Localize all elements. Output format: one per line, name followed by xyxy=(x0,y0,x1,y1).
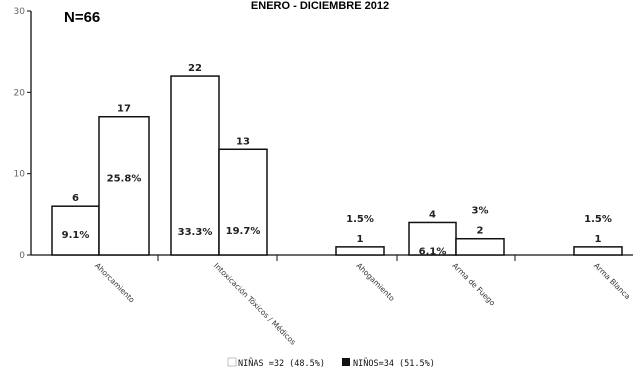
legend-swatch-ninos xyxy=(342,358,350,366)
legend-label-ninas: NIÑAS =32 (48.5%) xyxy=(238,358,325,369)
category-label: Arma de Fuego xyxy=(451,261,498,308)
category-label: Intoxicación Tóxicos / Médicos xyxy=(212,261,298,347)
value-label-ninos: 1 xyxy=(595,234,602,245)
bar-ninos xyxy=(98,115,150,256)
sample-size-label: N=66 xyxy=(64,9,100,26)
value-label-ninos: 2 xyxy=(477,226,484,237)
legend-swatch-ninas xyxy=(227,357,237,367)
bar-ninas xyxy=(51,205,100,256)
bar-ninos xyxy=(218,148,268,256)
bar-ninas xyxy=(170,75,220,256)
value-label-ninas: 22 xyxy=(188,63,202,74)
value-label-ninos: 13 xyxy=(236,136,250,147)
chart-title: ENERO - DICIEMBRE 2012 xyxy=(251,0,389,12)
value-label-ninos: 17 xyxy=(117,104,131,115)
percent-label-ninos: 1.5% xyxy=(584,214,612,225)
category-labels: Ahorcamiento Intoxicación Tóxicos / Médic… xyxy=(93,261,632,347)
y-tick-label: 30 xyxy=(14,7,26,17)
category-label: Arma Blanca xyxy=(592,261,632,301)
category-label: Ahorcamiento xyxy=(93,261,137,305)
value-label-ninas: 4 xyxy=(429,209,436,220)
value-label-ninos: 1 xyxy=(357,234,364,245)
bar-ninos xyxy=(455,237,505,256)
y-tick-label: 20 xyxy=(14,88,26,98)
percent-label-ninos: 25.8% xyxy=(107,174,142,185)
bar-ninos xyxy=(335,246,385,256)
legend: NIÑAS =32 (48.5%) NIÑOS=34 (51.5%) xyxy=(227,357,435,369)
legend-label-ninos: NIÑOS=34 (51.5%) xyxy=(353,358,435,369)
y-tick-label: 10 xyxy=(14,170,26,180)
bars xyxy=(51,75,623,256)
percent-label-ninos: 1.5% xyxy=(346,214,374,225)
percent-label-ninas: 33.3% xyxy=(178,227,213,238)
value-labels: 6 9.1% 17 25.8% 22 33.3% 13 19.7% 1 1.5% 4 6.1% 2 3% 1… xyxy=(62,63,612,257)
percent-label-ninos: 3% xyxy=(472,206,489,217)
value-label-ninas: 6 xyxy=(72,193,79,204)
y-tick-label: 0 xyxy=(19,251,25,261)
category-label: Ahogamiento xyxy=(355,261,397,303)
percent-label-ninos: 19.7% xyxy=(226,226,261,237)
bar-ninas xyxy=(408,221,457,256)
bar-ninos xyxy=(573,246,623,256)
percent-label-ninas: 9.1% xyxy=(62,230,90,241)
percent-label-ninas: 6.1% xyxy=(419,246,447,257)
